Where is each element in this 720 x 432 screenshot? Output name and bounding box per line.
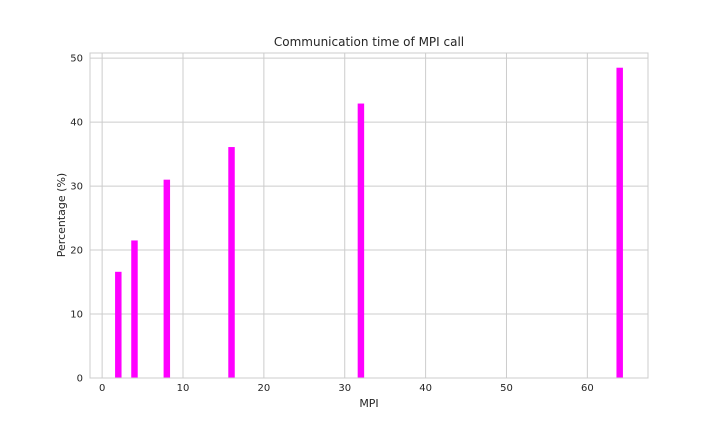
x-tick-label: 10 — [177, 383, 190, 394]
x-tick-labels: 0 10 20 30 40 50 60 — [99, 383, 594, 394]
y-tick-label: 20 — [70, 246, 83, 257]
y-tick-label: 40 — [70, 118, 83, 129]
bar-mpi-32 — [357, 103, 365, 379]
bars — [115, 67, 623, 379]
bar-mpi-64 — [616, 67, 623, 378]
x-tick-label: 30 — [338, 383, 351, 394]
bar-mpi-4 — [131, 240, 138, 378]
x-tick-label: 60 — [581, 383, 594, 394]
plot-background — [90, 53, 648, 378]
x-tick-label: 40 — [419, 383, 432, 394]
chart-title: Communication time of MPI call — [274, 35, 464, 49]
x-tick-label: 0 — [99, 383, 105, 394]
y-tick-labels: 0 10 20 30 40 50 — [70, 54, 83, 385]
bar-mpi-8 — [163, 179, 171, 378]
x-tick-label: 20 — [258, 383, 271, 394]
grid — [90, 53, 648, 379]
bar-mpi-16 — [228, 147, 235, 378]
y-tick-label: 0 — [77, 374, 83, 385]
y-tick-label: 30 — [70, 182, 83, 193]
y-tick-label: 50 — [70, 54, 83, 65]
plot-frame — [89, 52, 649, 379]
y-axis-label: Percentage (%) — [55, 173, 68, 257]
x-tick-label: 50 — [500, 383, 513, 394]
y-tick-label: 10 — [70, 310, 83, 321]
x-axis-label: MPI — [359, 397, 378, 410]
bar-mpi-2 — [115, 271, 122, 378]
